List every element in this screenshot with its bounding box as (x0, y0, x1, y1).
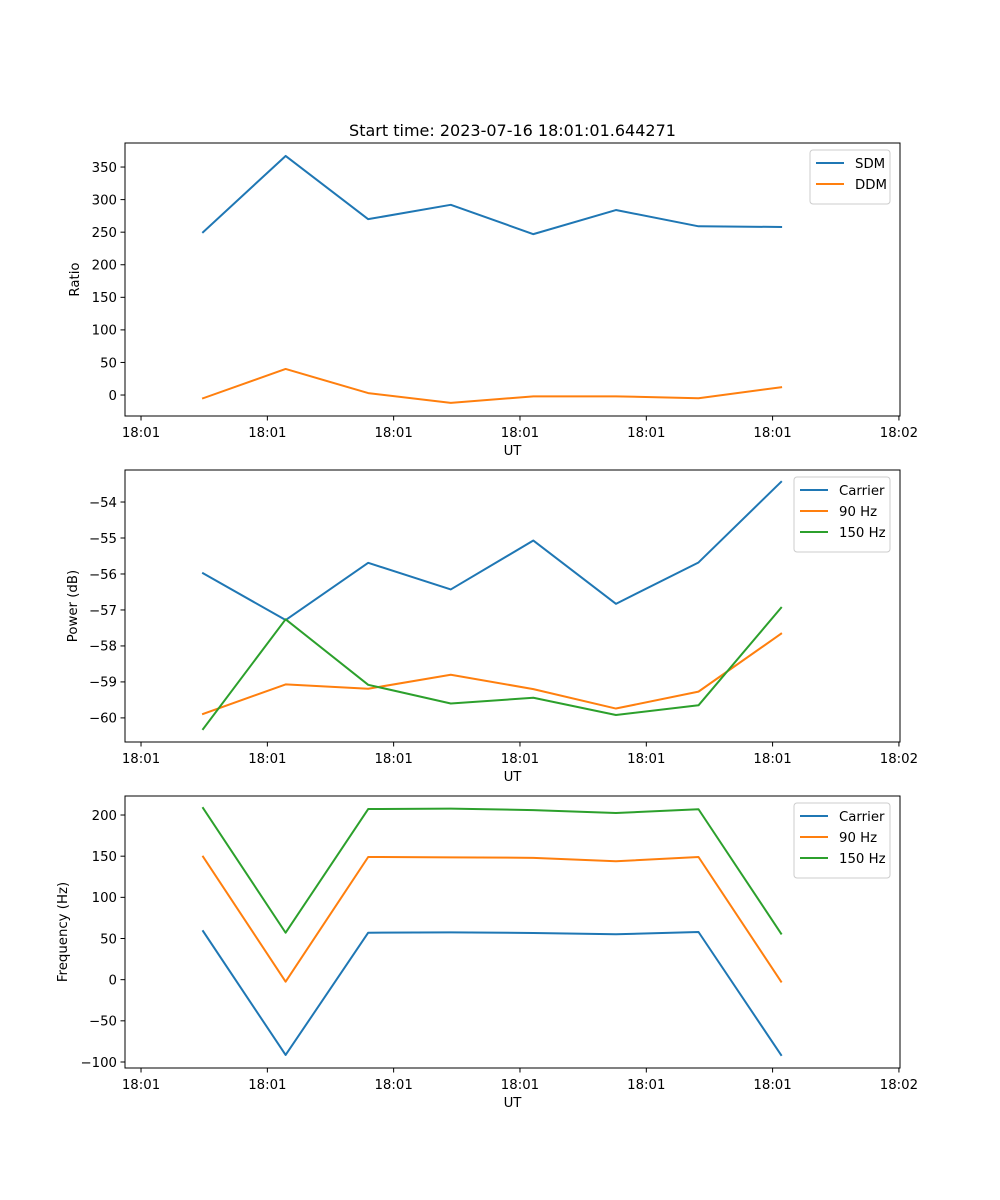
y-tick-label: 150 (92, 291, 117, 306)
y-tick-label: −58 (89, 640, 117, 655)
axes-frame (124, 142, 901, 417)
y-tick-label: −60 (89, 712, 117, 727)
legend-label: DDM (855, 178, 887, 193)
subplot-ratio: 18:01 18:01 18:01 18:01 18:01 18:01 18:02 0 50 10… (68, 142, 918, 459)
x-tick-label: 18:01 (753, 1078, 791, 1093)
x-axis-label: UT (504, 770, 523, 785)
x-tick-label: 18:01 (248, 1078, 286, 1093)
legend-label: Carrier (839, 484, 885, 499)
x-tick-label: 18:01 (753, 426, 791, 441)
x-tick-label: 18:01 (501, 752, 539, 767)
legend-item-150-hz: 150 Hz (800, 526, 886, 541)
y-tick-label: −57 (89, 604, 117, 619)
y-axis-label: Power (dB) (66, 570, 81, 642)
y-axis-label: Frequency (Hz) (56, 882, 71, 982)
legend-item-90-hz: 90 Hz (800, 505, 877, 520)
x-axis-label: UT (504, 1096, 523, 1111)
y-tick-label: 100 (92, 891, 117, 906)
plot-area (201, 154, 783, 404)
legend-item-carrier: Carrier (800, 810, 885, 825)
x-tick-label: 18:02 (880, 752, 918, 767)
x-tick-label: 18:02 (880, 1078, 918, 1093)
y-tick-label: 0 (109, 389, 117, 404)
x-tick-label: 18:01 (627, 426, 665, 441)
series-line-ddm (201, 367, 783, 404)
y-tick-label: 50 (100, 356, 117, 371)
legend: Carrier 90 Hz 150 Hz (793, 476, 891, 553)
series-line-90-hz (201, 855, 783, 984)
legend: SDM DDM (809, 149, 891, 205)
subplot-power: 18:01 18:01 18:01 18:01 18:01 18:01 18:02 −60 −5… (66, 469, 918, 785)
y-tick-label: −100 (80, 1056, 117, 1071)
y-tick-label: 0 (109, 973, 117, 988)
x-tick-label: 18:01 (122, 752, 160, 767)
legend-item-carrier: Carrier (800, 484, 885, 499)
y-tick-label: 150 (92, 850, 117, 865)
series-line-90-hz (201, 632, 783, 716)
y-tick-label: 200 (92, 809, 117, 824)
legend-label: 150 Hz (839, 852, 886, 867)
chart-title: Start time: 2023-07-16 18:01:01.644271 (349, 121, 676, 140)
y-tick-label: −54 (89, 496, 117, 511)
x-axis-label: UT (504, 444, 523, 459)
legend-box (793, 476, 891, 553)
y-tick-label: 200 (92, 259, 117, 274)
x-tick-label: 18:01 (248, 426, 286, 441)
y-tick-label: −55 (89, 532, 117, 547)
y-tick-label: −59 (89, 676, 117, 691)
series-line-carrier (201, 480, 783, 622)
x-tick-label: 18:01 (374, 1078, 412, 1093)
y-axis-label: Ratio (68, 262, 83, 296)
y-tick-label: −50 (89, 1015, 117, 1030)
x-tick-label: 18:01 (122, 1078, 160, 1093)
series-line-150-hz (201, 606, 783, 731)
axes-frame (124, 795, 901, 1069)
x-tick-label: 18:01 (374, 752, 412, 767)
legend-label: 150 Hz (839, 526, 886, 541)
x-tick-label: 18:01 (248, 752, 286, 767)
legend: Carrier 90 Hz 150 Hz (793, 802, 891, 879)
x-tick-label: 18:01 (753, 752, 791, 767)
y-tick-label: 350 (92, 161, 117, 176)
y-tick-label: 250 (92, 226, 117, 241)
legend-item-ddm: DDM (816, 178, 887, 193)
legend-label: Carrier (839, 810, 885, 825)
plot-area (201, 480, 783, 731)
x-tick-label: 18:01 (501, 1078, 539, 1093)
legend-label: 90 Hz (839, 505, 877, 520)
legend-item-90-hz: 90 Hz (800, 831, 877, 846)
x-tick-label: 18:01 (501, 426, 539, 441)
plot-area (201, 806, 783, 1057)
series-line-150-hz (201, 806, 783, 935)
x-tick-label: 18:01 (122, 426, 160, 441)
series-line-carrier (201, 929, 783, 1057)
legend-item-sdm: SDM (816, 157, 885, 172)
legend-box (793, 802, 891, 879)
series-line-sdm (201, 154, 783, 236)
y-tick-label: 300 (92, 193, 117, 208)
x-tick-label: 18:01 (627, 752, 665, 767)
x-tick-label: 18:01 (627, 1078, 665, 1093)
legend-item-150-hz: 150 Hz (800, 852, 886, 867)
x-tick-label: 18:02 (880, 426, 918, 441)
subplot-frequency: 18:01 18:01 18:01 18:01 18:01 18:01 18:02 −100 −… (56, 795, 918, 1111)
x-tick-label: 18:01 (374, 426, 412, 441)
y-tick-label: −56 (89, 568, 117, 583)
y-tick-label: 100 (92, 324, 117, 339)
legend-label: SDM (855, 157, 885, 172)
axes-frame (124, 469, 901, 743)
legend-label: 90 Hz (839, 831, 877, 846)
y-tick-label: 50 (100, 932, 117, 947)
